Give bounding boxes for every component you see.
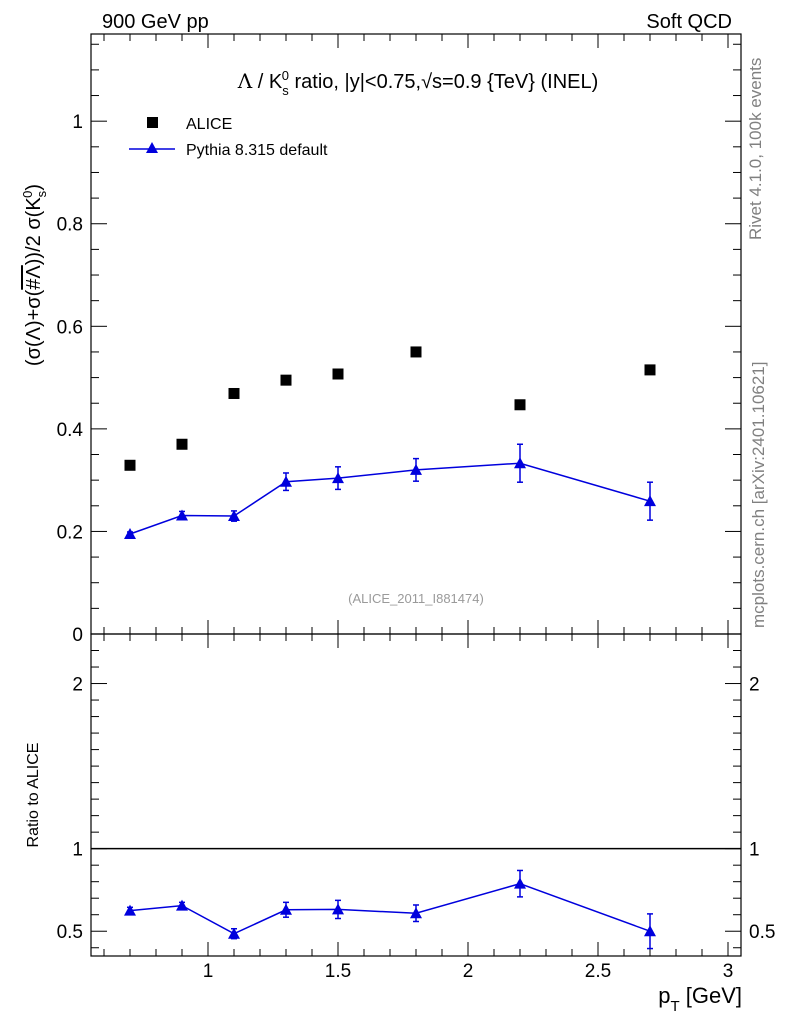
main-ytick-label: 0	[72, 625, 83, 646]
ratio-ytick-label: 1	[72, 840, 83, 861]
analysis-watermark: (ALICE_2011_I881474)	[348, 591, 484, 606]
legend-pythia-label: Pythia 8.315 default	[186, 142, 328, 159]
ratio-ytick-label: 2	[72, 675, 83, 696]
ratio-point	[410, 907, 422, 919]
ratio-point	[228, 927, 240, 939]
ratio-point	[124, 904, 136, 916]
pythia-point	[176, 509, 188, 521]
ratio-ytick-label-right: 2	[749, 675, 760, 696]
alice-data-point	[410, 346, 422, 358]
ratio-ytick-label-right: 0.5	[749, 922, 775, 943]
ratio-ytick-label-right: 1	[749, 840, 760, 861]
ratio-point	[514, 877, 526, 889]
rivet-label: Rivet 4.1.0, 100k events	[746, 58, 765, 240]
x-tick-label: 3	[723, 961, 734, 982]
header-left: 900 GeV pp	[102, 11, 209, 33]
ratio-line	[129, 882, 651, 935]
legend-pythia-marker	[146, 142, 158, 153]
main-ytick-label: 1	[72, 112, 83, 133]
x-tick-label: 1	[203, 961, 214, 982]
ratio-point	[280, 903, 292, 915]
legend: ALICE Pythia 8.315 default	[129, 116, 328, 159]
alice-data-point	[644, 364, 656, 376]
legend-alice-label: ALICE	[186, 116, 232, 133]
pythia-point	[124, 528, 136, 539]
ratio-point	[176, 899, 188, 911]
ratio-ylabel: Ratio to ALICE	[25, 743, 42, 848]
pythia-point	[514, 457, 526, 469]
pythia-line	[129, 462, 651, 535]
main-panel: 0 0.2 0.4 0.6 0.8 1	[57, 33, 742, 646]
pythia-point	[332, 472, 344, 484]
pythia-point	[410, 463, 422, 475]
main-ylabel: (σ(Λ)+σ(#Λ))/2 σ(Ks0)	[20, 184, 49, 366]
alice-data-point	[280, 374, 292, 386]
header-right: Soft QCD	[646, 11, 732, 33]
main-ytick-label: 0.4	[57, 420, 84, 441]
ratio-point	[644, 925, 656, 937]
x-axis-label: pT [GeV]	[658, 983, 742, 1015]
pythia-point	[644, 495, 656, 507]
alice-data-point	[124, 459, 136, 471]
ratio-ytick-label: 0.5	[57, 922, 83, 943]
ratio-panel: 0.5 1 2 0.5 1 2 1 1.5 2 2.5 3	[57, 633, 775, 982]
pythia-point	[228, 510, 240, 522]
alice-data-point	[228, 387, 240, 399]
x-tick-label: 1.5	[325, 961, 351, 982]
alice-data-point	[332, 368, 344, 380]
main-title: Λ / Ks0 ratio, |y|<0.75,√s=0.9 {TeV} (IN…	[237, 68, 599, 98]
mcplots-label: mcplots.cern.ch [arXiv:2401.10621]	[749, 362, 768, 628]
pythia-point	[280, 475, 292, 487]
ratio-point	[332, 903, 344, 915]
main-ytick-label: 0.2	[57, 522, 83, 543]
legend-alice-marker	[147, 117, 158, 128]
alice-data-point	[514, 399, 526, 411]
main-ytick-label: 0.6	[57, 317, 83, 338]
main-ytick-label: 0.8	[57, 215, 83, 236]
x-tick-label: 2.5	[585, 961, 611, 982]
alice-data-point	[176, 438, 188, 450]
x-tick-label: 2	[463, 961, 474, 982]
